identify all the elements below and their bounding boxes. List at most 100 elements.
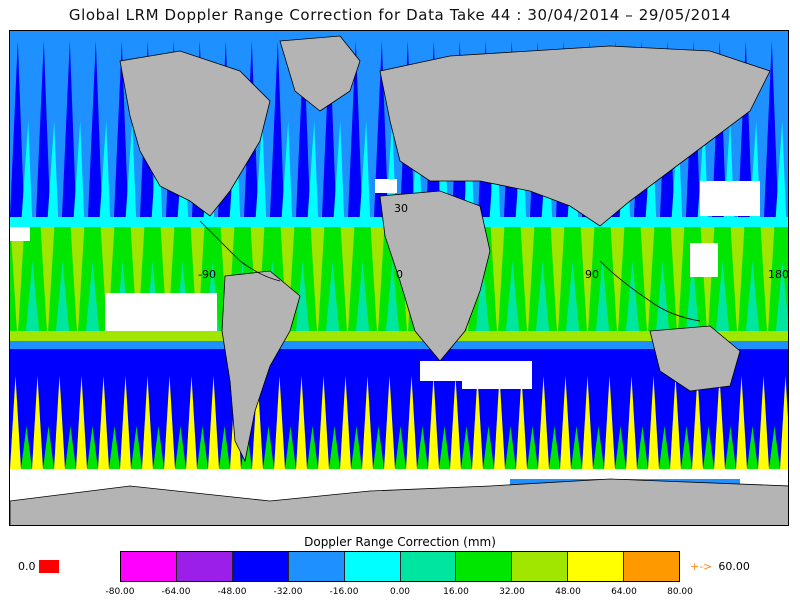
colorbar-tick-label: -16.00 bbox=[329, 587, 359, 597]
equator-wedge-lime bbox=[130, 217, 145, 341]
lon-label-180: 180 bbox=[768, 268, 789, 281]
south-wedge-green bbox=[87, 426, 98, 469]
colorbar-tick-label: 48.00 bbox=[555, 587, 581, 597]
equator-wedge-lime bbox=[100, 217, 115, 341]
south-wedge-yellow bbox=[274, 376, 285, 469]
equator-wedge-teal bbox=[385, 261, 400, 341]
equator-wedge-teal bbox=[55, 261, 70, 341]
no-data-gap bbox=[10, 227, 30, 241]
north-wedge-blue bbox=[114, 41, 129, 217]
colorbar-segment bbox=[512, 552, 569, 581]
coastline-central-america bbox=[199, 220, 281, 282]
north-wedge-cyan bbox=[671, 121, 683, 217]
south-wedge-green bbox=[703, 426, 714, 469]
colorbar-segment bbox=[121, 552, 177, 581]
no-data-gap bbox=[700, 181, 760, 216]
north-wedge-blue bbox=[62, 41, 77, 217]
no-data-gap bbox=[375, 179, 397, 193]
no-data-gap bbox=[462, 361, 532, 389]
overflow-arrow: +-> bbox=[690, 560, 713, 573]
south-wedge-green bbox=[351, 426, 362, 469]
equator-wedge-teal bbox=[625, 261, 640, 341]
south-wedge-green bbox=[681, 426, 692, 469]
south-wedge-yellow bbox=[32, 376, 43, 469]
north-wedge-cyan bbox=[281, 121, 293, 217]
equator-wedge-teal bbox=[655, 261, 670, 341]
south-wedge-green bbox=[659, 426, 670, 469]
axis-labels: -90 0 90 180 30 bbox=[198, 202, 789, 281]
south-wedge-yellow bbox=[472, 376, 483, 469]
south-wedge-yellow bbox=[780, 376, 788, 469]
equator-wedge-lime bbox=[640, 217, 655, 341]
north-wedge-blue bbox=[296, 41, 311, 217]
south-wedge-yellow bbox=[428, 376, 439, 469]
south-wedge-yellow bbox=[10, 376, 21, 469]
equator-wedge-teal bbox=[295, 261, 310, 341]
land-mass bbox=[379, 45, 771, 227]
south-wedge-yellow bbox=[516, 376, 527, 469]
equator-wedge-teal bbox=[685, 261, 700, 341]
equator-wedge-lime bbox=[340, 217, 355, 341]
north-wedge-blue bbox=[88, 41, 103, 217]
south-wedge-yellow bbox=[538, 376, 549, 469]
south-wedge-green bbox=[637, 426, 648, 469]
colorbar-segment bbox=[288, 552, 345, 581]
south-wedge-yellow bbox=[560, 376, 571, 469]
north-wedge-cyan bbox=[21, 121, 33, 217]
equator-wedge-lime bbox=[190, 217, 205, 341]
south-wedge-yellow bbox=[208, 376, 219, 469]
equator-wedge-teal bbox=[775, 261, 788, 341]
land-mass bbox=[10, 478, 788, 525]
colorbar-tick-label: 0.00 bbox=[389, 587, 411, 597]
equator-wedge-lime bbox=[520, 217, 535, 341]
south-wedge-yellow bbox=[362, 376, 373, 469]
colorbar-tick-label: 32.00 bbox=[499, 587, 525, 597]
land-masses bbox=[10, 35, 788, 525]
equator-wedge-lime bbox=[310, 217, 325, 341]
north-wedge-cyan bbox=[255, 121, 267, 217]
equator-wedge-teal bbox=[355, 261, 370, 341]
colorbar-segment bbox=[568, 552, 625, 581]
south-wedge-green bbox=[373, 426, 384, 469]
world-map: -90 0 90 180 30 bbox=[9, 30, 789, 526]
south-wedge-yellow bbox=[648, 376, 659, 469]
zero-legend-swatch bbox=[38, 560, 59, 573]
equator-wedge-lime bbox=[160, 217, 175, 341]
north-wedge-blue bbox=[348, 41, 363, 217]
south-wedge-green bbox=[329, 426, 340, 469]
equator-wedge-teal bbox=[325, 261, 340, 341]
south-wedge-green bbox=[197, 426, 208, 469]
equator-wedge-lime bbox=[610, 217, 625, 341]
south-wedge-yellow bbox=[736, 376, 747, 469]
south-wedge-green bbox=[285, 426, 296, 469]
south-wedge-yellow bbox=[758, 376, 769, 469]
zero-legend-label: 0.0 bbox=[18, 560, 36, 573]
equator-wedge-teal bbox=[475, 261, 490, 341]
north-wedge-cyan bbox=[775, 121, 787, 217]
north-wedge-cyan bbox=[99, 121, 111, 217]
south-wedge-green bbox=[21, 426, 32, 469]
south-wedge-yellow bbox=[164, 376, 175, 469]
equator-wedge-lime bbox=[10, 217, 25, 341]
map-title: Global LRM Doppler Range Correction for … bbox=[68, 6, 732, 24]
colorbar-segment bbox=[456, 552, 513, 581]
land-mass bbox=[649, 325, 741, 392]
equator-wedge-lime bbox=[280, 217, 295, 341]
lon-label-90: 90 bbox=[585, 268, 599, 281]
colorbar-segment bbox=[176, 552, 233, 581]
land-mass bbox=[279, 35, 361, 112]
lon-label-minus-90: -90 bbox=[198, 268, 216, 281]
north-wedge-cyan bbox=[307, 121, 319, 217]
south-wedge-green bbox=[219, 426, 230, 469]
north-wedge-blue bbox=[322, 41, 337, 217]
south-wedge-green bbox=[263, 426, 274, 469]
south-wedge-green bbox=[461, 426, 472, 469]
equator-wedge-lime bbox=[40, 217, 55, 341]
equator-wedge-teal bbox=[745, 261, 760, 341]
south-wedge-yellow bbox=[120, 376, 131, 469]
south-wedge-green bbox=[131, 426, 142, 469]
north-wedge-blue bbox=[374, 41, 389, 217]
south-wedge-yellow bbox=[384, 376, 395, 469]
south-wedge-yellow bbox=[626, 376, 637, 469]
south-wedge-green bbox=[769, 426, 780, 469]
